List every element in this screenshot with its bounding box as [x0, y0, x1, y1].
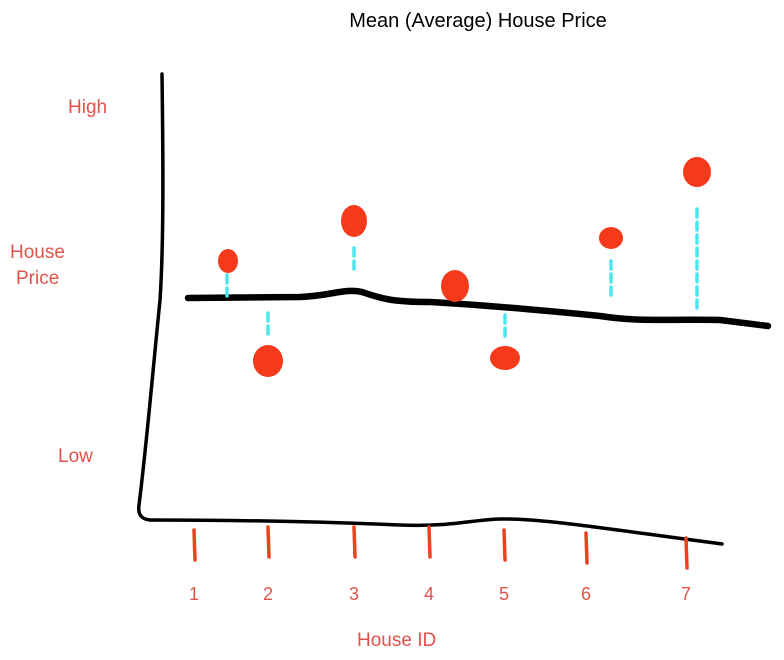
x-ticks: 1 2 3 4 5 6 7 — [189, 525, 691, 604]
chart-title: Mean (Average) House Price — [349, 10, 607, 32]
data-point — [218, 249, 238, 273]
x-tick-mark — [502, 528, 507, 562]
x-tick-label: 6 — [581, 584, 591, 604]
x-tick-label: 5 — [499, 584, 509, 604]
y-axis-label: House Price — [10, 242, 65, 289]
x-axis-label: House ID — [357, 630, 436, 651]
x-tick-label: 7 — [681, 584, 691, 604]
x-tick-mark — [684, 536, 689, 570]
y-high-label: High — [68, 97, 107, 118]
residual-lines — [225, 207, 699, 340]
x-tick-mark — [352, 525, 357, 559]
data-point — [341, 205, 367, 237]
data-point — [683, 157, 711, 187]
x-tick-label: 1 — [189, 584, 199, 604]
y-low-label: Low — [58, 446, 93, 467]
x-tick-mark — [266, 525, 271, 559]
mean-line — [184, 287, 772, 330]
x-tick-label: 2 — [263, 584, 273, 604]
x-tick-label: 4 — [424, 584, 434, 604]
x-tick-mark — [427, 525, 432, 559]
data-point — [599, 227, 623, 249]
data-points — [218, 157, 711, 377]
x-tick-mark — [192, 528, 197, 562]
data-point — [441, 270, 469, 302]
y-axis — [136, 72, 165, 522]
x-tick-mark — [584, 531, 589, 565]
data-point — [253, 345, 283, 377]
x-tick-label: 3 — [349, 584, 359, 604]
x-axis — [148, 517, 724, 546]
data-point — [490, 346, 520, 370]
